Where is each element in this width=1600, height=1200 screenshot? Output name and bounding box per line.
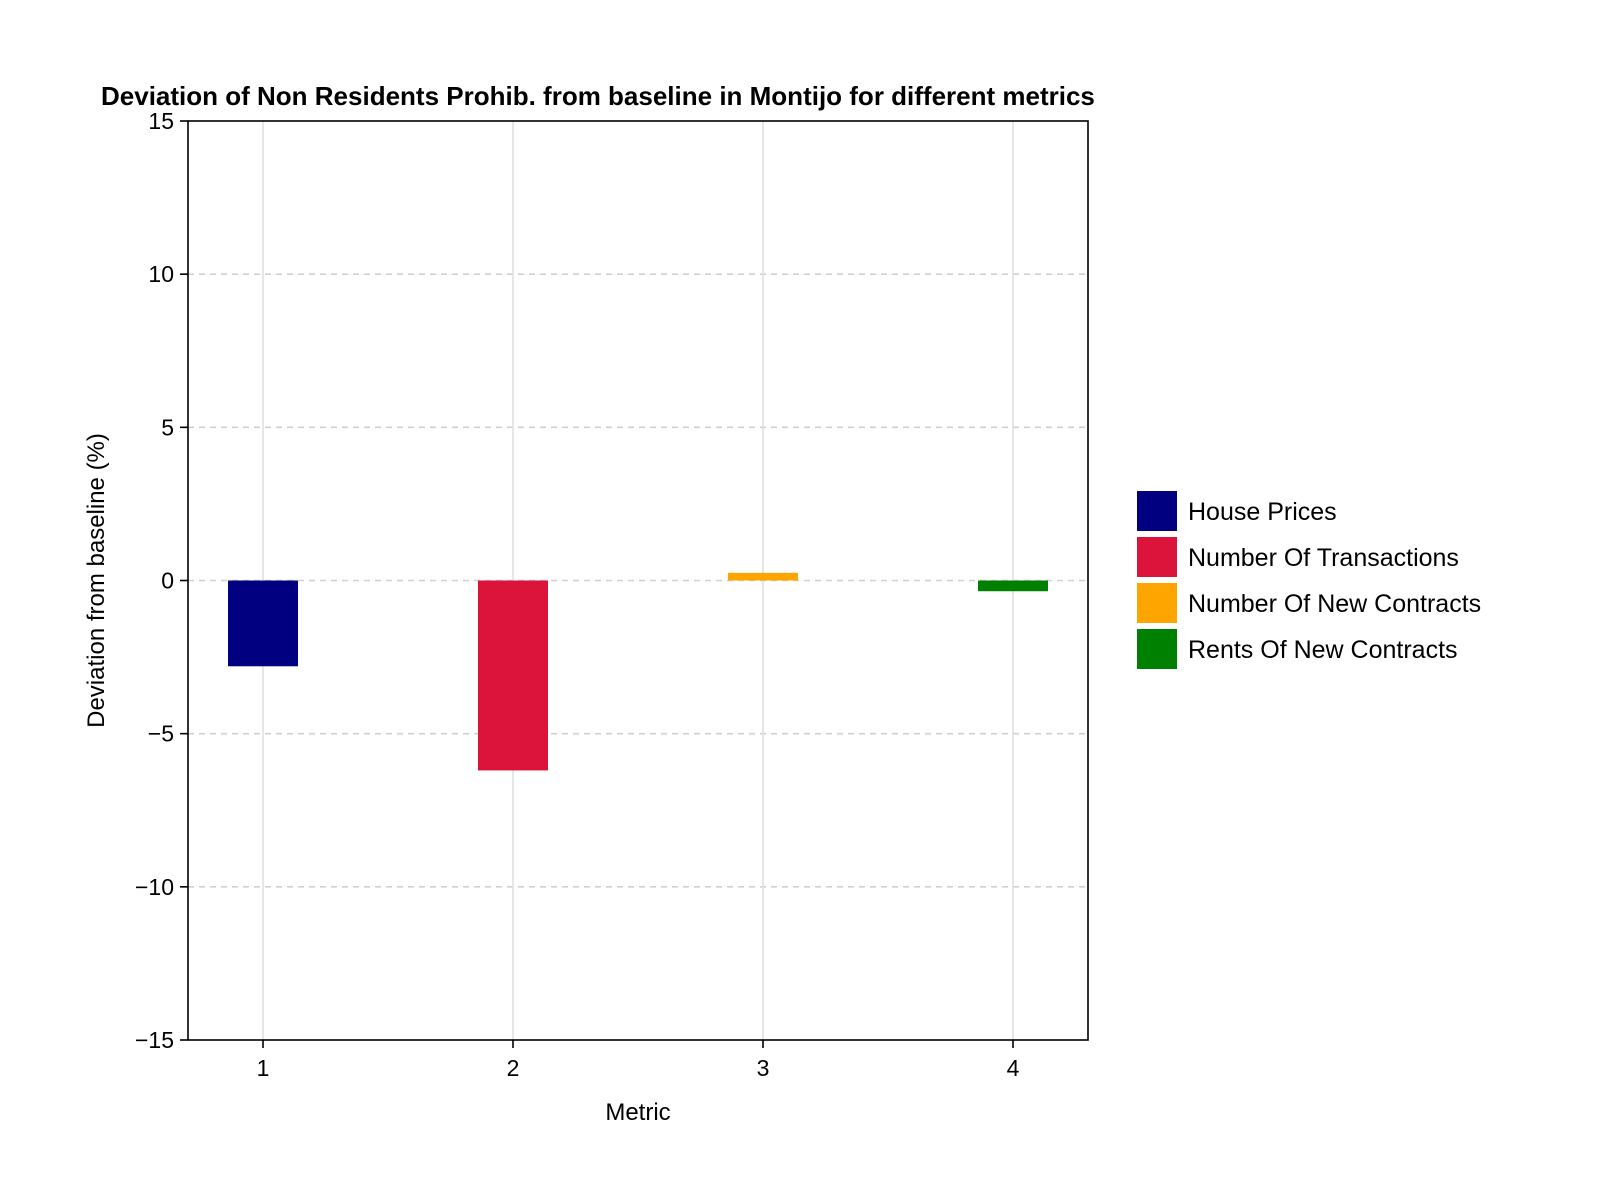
legend-label-number-of-new-contracts: Number Of New Contracts — [1188, 590, 1481, 618]
y-tick-label: −15 — [135, 1027, 174, 1053]
bar-house-prices — [228, 580, 298, 667]
x-tick-label: 4 — [1007, 1055, 1020, 1081]
y-tick-label: 10 — [148, 261, 174, 287]
y-tick-label: 0 — [161, 568, 174, 594]
x-tick-label: 1 — [257, 1055, 270, 1081]
legend-label-house-prices: House Prices — [1188, 498, 1337, 526]
legend-label-rents-of-new-contracts: Rents Of New Contracts — [1188, 636, 1458, 664]
legend-label-number-of-transactions: Number Of Transactions — [1188, 544, 1459, 572]
x-tick-label: 3 — [757, 1055, 770, 1081]
y-axis-label: Deviation from baseline (%) — [83, 433, 110, 728]
bar-number-of-new-contracts — [728, 572, 798, 581]
axis-ticks: −15 −10 −5 0 5 10 15 1 2 3 4 — [135, 108, 1020, 1081]
legend-swatch-number-of-transactions — [1137, 537, 1177, 577]
y-tick-label: 5 — [161, 414, 174, 440]
bar-rents-of-new-contracts — [978, 580, 1048, 592]
y-tick-label: −5 — [148, 721, 174, 747]
chart-title: Deviation of Non Residents Prohib. from … — [101, 81, 1095, 111]
bar-number-of-transactions — [478, 580, 548, 771]
legend-swatch-house-prices — [1137, 491, 1177, 531]
bars — [228, 572, 1048, 771]
y-tick-label: −10 — [135, 874, 174, 900]
legend-swatch-rents-of-new-contracts — [1137, 629, 1177, 669]
x-axis-label: Metric — [605, 1099, 670, 1126]
legend: House Prices Number Of Transactions Number… — [1137, 491, 1481, 669]
x-tick-label: 2 — [507, 1055, 520, 1081]
y-tick-label: 15 — [148, 108, 174, 134]
legend-swatch-number-of-new-contracts — [1137, 583, 1177, 623]
